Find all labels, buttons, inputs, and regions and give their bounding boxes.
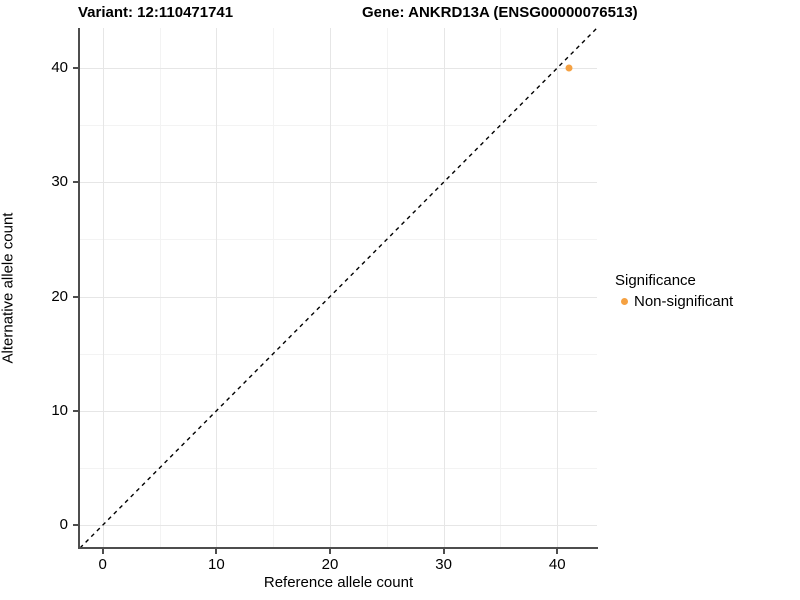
y-axis-tick	[73, 181, 78, 184]
plot-panel	[80, 28, 597, 548]
gridline	[80, 297, 597, 298]
gridline	[273, 28, 274, 548]
y-axis-tick	[73, 67, 78, 69]
legend-item[interactable]: Non-significant	[615, 291, 795, 311]
chart-title-row: Variant: 12:110471741 Gene: ANKRD13A (EN…	[0, 4, 800, 26]
gridline	[80, 239, 597, 240]
gridline	[557, 28, 558, 548]
x-axis-tick-label: 10	[208, 556, 225, 573]
data-point[interactable]	[565, 64, 573, 72]
y-axis-tick-label: 0	[59, 516, 68, 534]
x-axis-tick	[215, 549, 218, 554]
x-axis-tick	[442, 549, 445, 554]
x-axis-tick-label: 40	[548, 556, 566, 573]
gridline	[160, 28, 161, 548]
identity-line	[80, 28, 597, 548]
gridline	[330, 28, 331, 548]
y-axis-tick	[73, 409, 78, 412]
gridline	[80, 182, 597, 183]
x-axis-line	[78, 547, 598, 549]
gridline	[80, 125, 597, 126]
gridline	[500, 28, 501, 548]
x-axis-tick-label: 20	[321, 556, 339, 573]
legend-key	[615, 297, 633, 305]
gridline	[80, 68, 597, 69]
gridline	[80, 525, 597, 526]
gene-title: Gene: ANKRD13A (ENSG00000076513)	[362, 4, 638, 21]
gridline	[387, 28, 388, 548]
y-axis-tick	[73, 524, 78, 527]
y-axis-tick-label: 20	[51, 287, 68, 305]
gridline	[103, 28, 104, 548]
y-axis-title: Alternative allele count	[0, 212, 17, 364]
y-axis-line	[78, 28, 80, 549]
x-axis-tick-label: 30	[435, 556, 452, 573]
gridline	[80, 411, 597, 412]
legend-item-label: Non-significant	[634, 292, 734, 310]
y-axis-tick-label: 10	[51, 401, 68, 419]
identity-line-svg	[80, 28, 597, 548]
legend-items: Non-significant	[615, 291, 795, 311]
gridline	[216, 28, 217, 548]
variant-title: Variant: 12:110471741	[78, 4, 234, 21]
y-axis-tick-label: 30	[51, 173, 68, 191]
legend: Significance Non-significant	[615, 272, 795, 311]
identity-reference-line	[80, 28, 597, 548]
gridline	[80, 468, 597, 469]
legend-dot-icon	[620, 297, 628, 305]
y-axis-tick-label: 40	[51, 59, 68, 76]
gridline	[80, 354, 597, 355]
x-axis-title: Reference allele count	[263, 574, 414, 591]
legend-title: Significance	[615, 272, 696, 289]
gridline	[444, 28, 445, 548]
x-axis-tick	[328, 549, 331, 554]
x-axis-tick	[101, 549, 104, 554]
y-axis-tick	[73, 295, 78, 298]
x-axis-tick-label: 0	[98, 556, 107, 573]
x-axis-tick	[556, 549, 559, 554]
